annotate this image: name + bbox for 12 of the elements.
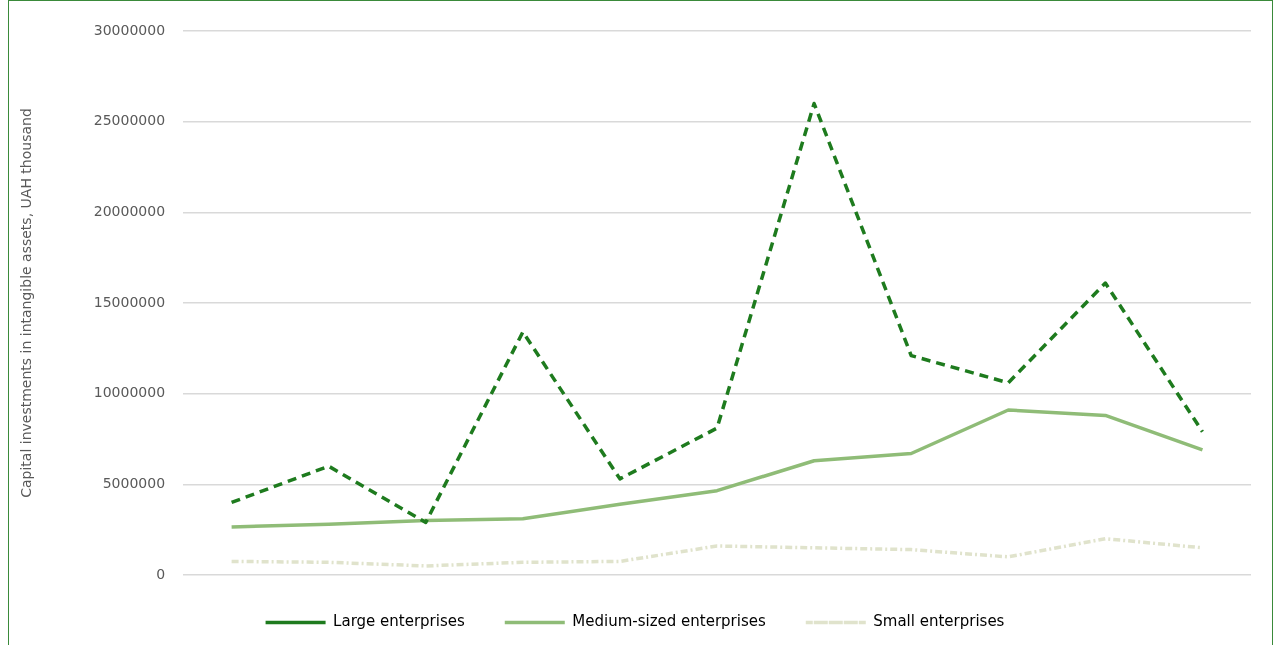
y-tick-label: 20000000 [93,202,166,219]
legend-label: Small enterprises [873,612,1005,631]
y-tick-label: 5000000 [102,474,166,491]
legend-label: Medium-sized enterprises [572,612,766,631]
y-axis-title: Capital investments in intangible assets, UAH thousand [18,108,35,498]
legend-label: Large enterprises [333,612,465,631]
y-tick-label: 15000000 [93,293,166,310]
line-series [229,101,1205,525]
y-tick-label: 10000000 [93,384,166,401]
y-tick-label: 25000000 [93,112,166,129]
y-tick-label: 30000000 [93,21,166,38]
y-tick-label: 0 [156,565,166,582]
